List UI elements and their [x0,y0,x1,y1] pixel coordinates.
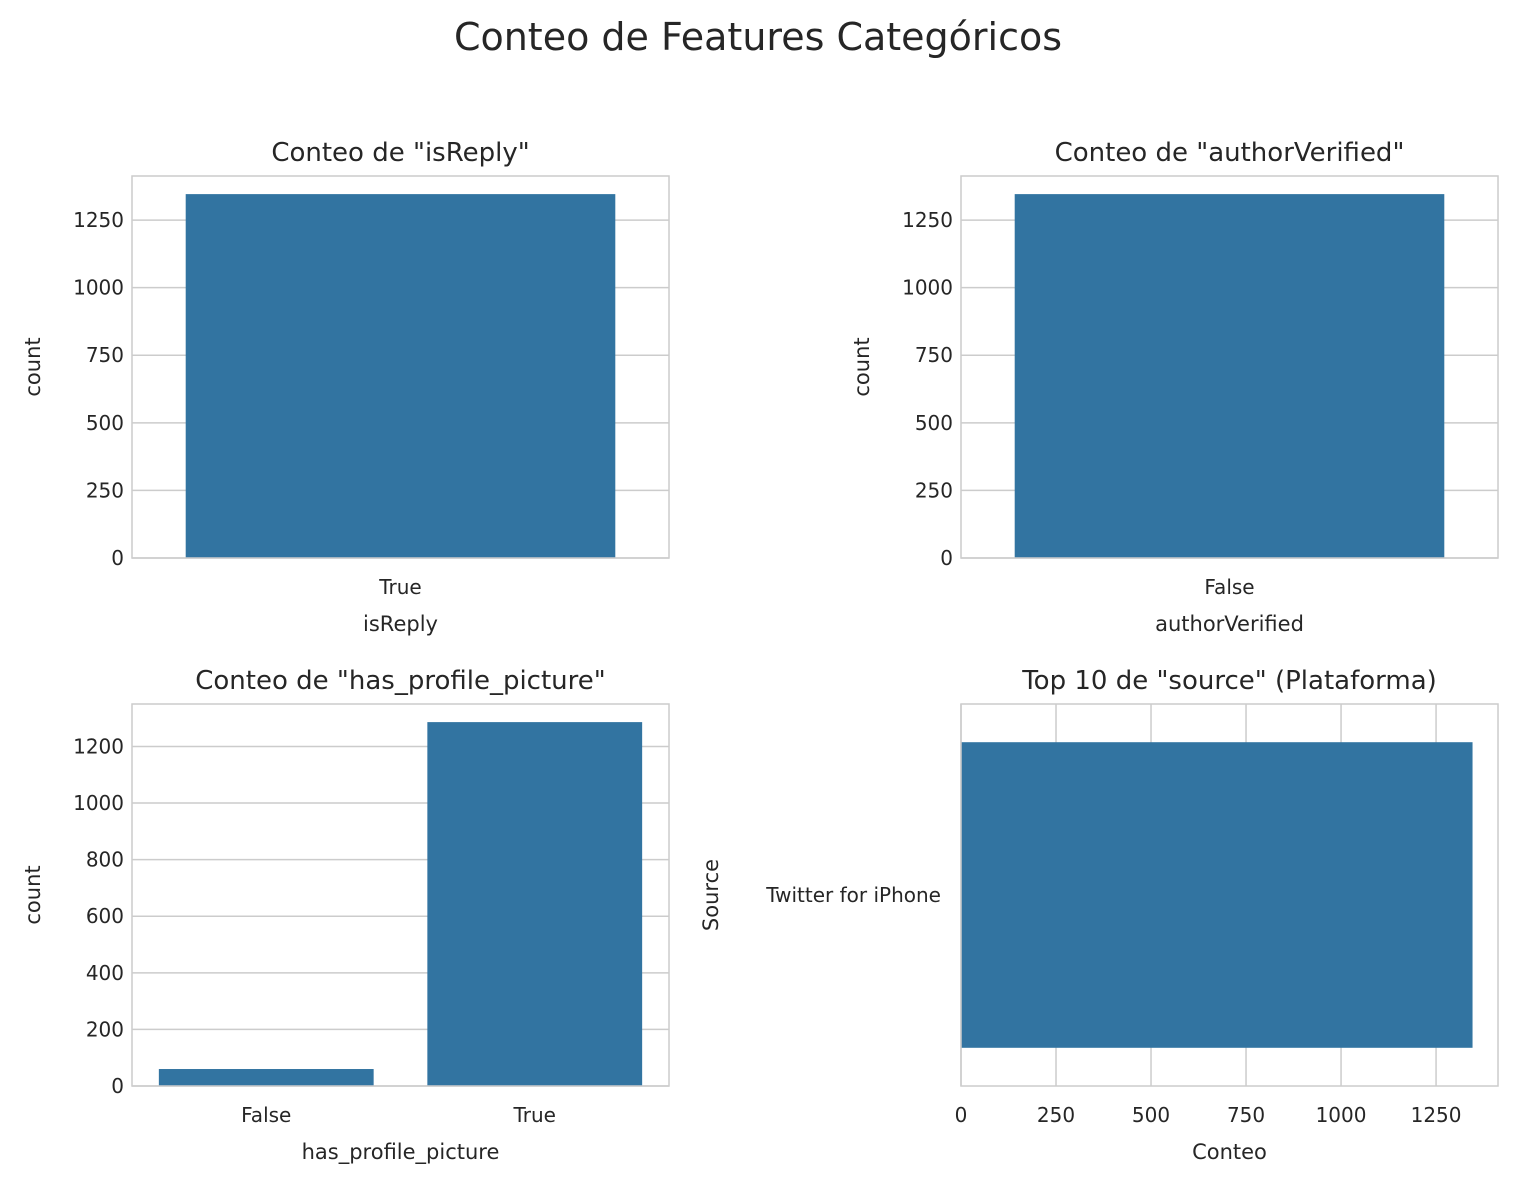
subplot-title: Top 10 de "source" (Plataforma) [1021,666,1437,696]
y-axis-label: count [850,337,874,396]
y-axis-label: Source [699,859,723,931]
y-tick-label: 750 [86,343,124,367]
bar-source [961,742,1473,1048]
x-axis-label: has_profile_picture [302,1140,500,1165]
x-tick-label: 0 [955,1103,968,1127]
axes-frame [131,175,670,559]
y-tick-label: 750 [915,343,953,367]
y-tick-label: 1000 [73,276,124,300]
x-tick-label: True [378,575,421,599]
subplot-title: Conteo de "isReply" [271,138,529,168]
figure-title: Conteo de Features Categóricos [454,15,1062,59]
subplot-isreply: Conteo de "isReply" 0 250 500 750 1000 1250 Tru… [21,138,670,636]
y-tick-label: 250 [915,478,953,502]
x-axis-label: isReply [363,612,438,636]
x-tick-label: 1250 [1411,1103,1462,1127]
subplot-title: Conteo de "authorVerified" [1055,138,1405,168]
axes-frame [960,175,1499,559]
y-tick-label: Twitter for iPhone [765,883,941,907]
y-tick-label: 500 [915,411,953,435]
y-tick-label: 1250 [902,208,953,232]
y-tick-label: 250 [86,478,124,502]
bar-false [1014,194,1445,559]
y-tick-label: 400 [86,961,124,985]
x-tick-label: False [241,1103,291,1127]
subplot-authorverified: Conteo de "authorVerified" 0 250 500 750 1000… [850,138,1499,636]
bar-true [185,194,616,559]
x-axis-label: Conteo [1192,1140,1267,1164]
subplot-title: Conteo de "has_profile_picture" [195,666,605,696]
x-tick-label: False [1204,575,1254,599]
x-tick-label: 1000 [1316,1103,1367,1127]
axes-frame [960,703,1499,1087]
y-tick-label: 1000 [902,276,953,300]
y-tick-label: 0 [940,546,953,570]
y-tick-label: 800 [86,848,124,872]
y-axis-label: count [21,865,45,924]
bar-true [427,722,643,1086]
y-tick-label: 1250 [73,208,124,232]
y-tick-label: 0 [111,546,124,570]
bar-false [158,1069,374,1086]
subplot-source-top10: Top 10 de "source" (Plataforma) 0 250 500 75… [699,666,1499,1164]
x-axis-label: authorVerified [1155,612,1304,636]
x-tick-label: 750 [1227,1103,1265,1127]
axes-frame [131,703,670,1087]
x-tick-label: 500 [1132,1103,1170,1127]
y-tick-label: 1200 [73,734,124,758]
x-tick-label: 250 [1037,1103,1075,1127]
y-axis-label: count [21,337,45,396]
y-tick-label: 0 [111,1074,124,1098]
y-tick-label: 500 [86,411,124,435]
subplot-has-profile-picture: Conteo de "has_profile_picture" 0 200 400 60… [21,666,670,1165]
y-tick-label: 200 [86,1017,124,1041]
x-tick-label: True [513,1103,556,1127]
y-tick-label: 1000 [73,791,124,815]
y-tick-label: 600 [86,904,124,928]
